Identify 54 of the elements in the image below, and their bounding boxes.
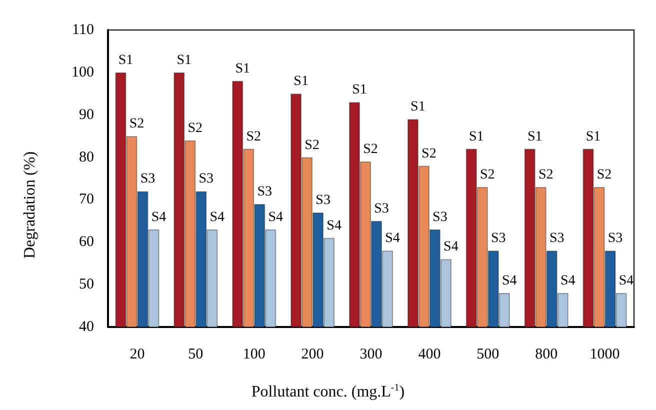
text: S3 [257,184,272,200]
x-tick-label: 800 [535,346,558,362]
text: S1 [410,100,426,115]
series-label: S3 [140,172,156,187]
x-tick-label: 400 [418,346,441,362]
text: S2 [538,167,554,182]
y-tick-label: 50 [79,276,94,293]
y-tick-label: 110 [72,22,94,38]
text: S2 [188,120,203,136]
x-tick-label: 500 [476,346,500,362]
text: S3 [374,201,389,216]
x-tick-label: 100 [242,346,266,362]
y-tick-label: 70 [79,192,94,208]
x-tick-label: 50 [188,346,204,362]
text: S2 [246,129,262,144]
text: S2 [422,146,436,162]
text: S4 [502,274,517,289]
text: S3 [608,231,623,246]
text: S4 [268,210,284,225]
text: S1 [527,129,542,144]
y-tick-label: 40 [79,319,94,335]
text: S2 [596,167,612,182]
text: S1 [468,129,484,144]
x-tick-label: 1000 [590,346,620,362]
text: S4 [618,274,634,289]
text: S2 [304,138,320,153]
text: S3 [549,231,564,246]
text: S3 [198,172,214,187]
text: S4 [326,218,342,234]
text: S1 [176,52,192,68]
x-tick-label: 20 [130,346,145,362]
text: S2 [363,142,378,158]
text: S4 [385,231,400,246]
text: S1 [235,61,250,76]
text: S1 [294,74,308,90]
y-tick-label: 80 [79,149,94,166]
text: S1 [586,129,601,144]
text: S3 [316,192,330,208]
text: S4 [210,210,225,225]
text: S2 [480,167,495,182]
series-label: S2 [129,116,144,132]
series-label: S4 [151,210,166,225]
text: S1 [352,82,367,98]
text: S3 [490,231,506,246]
x-tick-label: 300 [360,346,382,362]
text: S4 [444,240,458,255]
y-tick-label: 90 [79,106,94,123]
series-label: S1 [118,52,134,68]
text: S4 [560,274,576,289]
x-tick-label: 200 [301,346,324,362]
y-tick-label: 100 [72,64,94,80]
y-tick-label: 60 [79,234,94,250]
text: S3 [432,210,448,225]
y-axis-title: Degradation (%) [22,151,38,259]
